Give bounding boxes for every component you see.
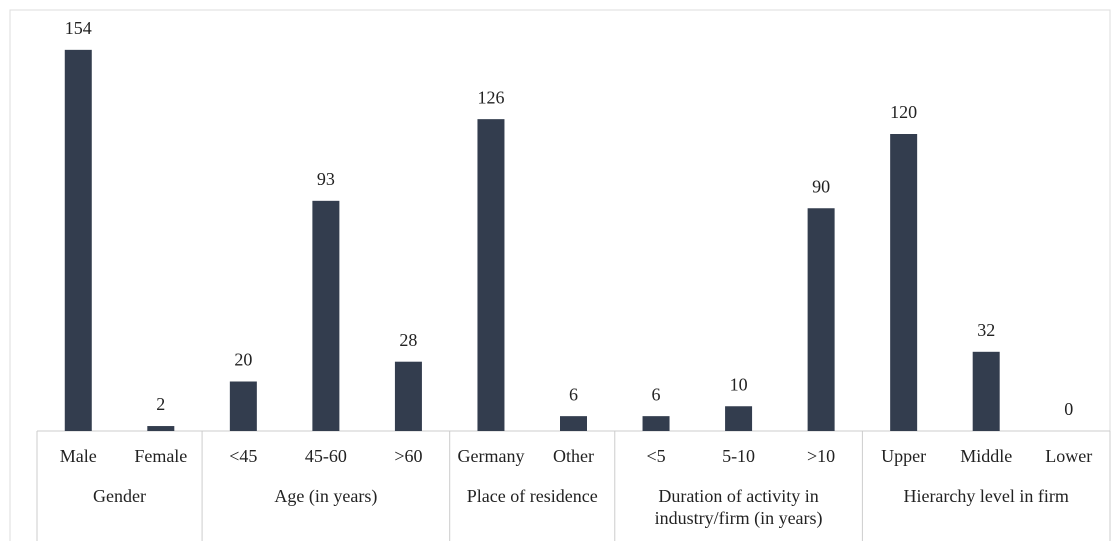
x-tick-label: Male (60, 446, 97, 466)
value-label: 32 (977, 320, 995, 340)
bar (972, 351, 1000, 431)
bar (560, 416, 587, 431)
value-label: 10 (730, 374, 748, 394)
value-label: 90 (812, 176, 830, 196)
bar (312, 200, 340, 431)
bar (394, 361, 422, 431)
bar (890, 134, 918, 431)
group-label: Age (in years) (274, 486, 378, 506)
bar (477, 119, 505, 432)
x-tick-label: Female (134, 446, 187, 466)
value-label: 6 (569, 384, 578, 404)
x-tick-label: Germany (457, 446, 524, 466)
x-tick-label: >10 (807, 446, 835, 466)
group-label: Gender (93, 486, 147, 506)
value-label: 93 (317, 169, 335, 189)
x-tick-label: Middle (960, 446, 1012, 466)
value-label: 120 (890, 102, 917, 122)
bar (642, 416, 670, 431)
bar (64, 49, 92, 431)
x-tick-label: Other (553, 446, 594, 466)
bar (147, 426, 175, 431)
x-tick-label: 45-60 (305, 446, 347, 466)
bar (229, 381, 257, 431)
value-label: 28 (399, 330, 417, 350)
group-label: Hierarchy level in firm (903, 486, 1069, 506)
x-tick-label: <45 (229, 446, 257, 466)
value-label: 20 (234, 350, 252, 370)
value-label: 0 (1064, 399, 1073, 419)
x-tick-label: <5 (646, 446, 665, 466)
bar (807, 208, 835, 431)
group-label: Place of residence (466, 486, 598, 506)
x-tick-label: Lower (1045, 446, 1092, 466)
value-label: 126 (477, 87, 504, 107)
group-label: Duration of activity in industry/firm (i… (654, 486, 823, 528)
x-tick-label: Upper (881, 446, 926, 466)
bar (725, 406, 753, 431)
value-label: 6 (652, 384, 661, 404)
value-label: 2 (156, 394, 165, 414)
x-tick-label: 5-10 (722, 446, 755, 466)
frame (9, 9, 1111, 541)
value-label: 154 (65, 18, 92, 38)
x-tick-label: >60 (394, 446, 422, 466)
